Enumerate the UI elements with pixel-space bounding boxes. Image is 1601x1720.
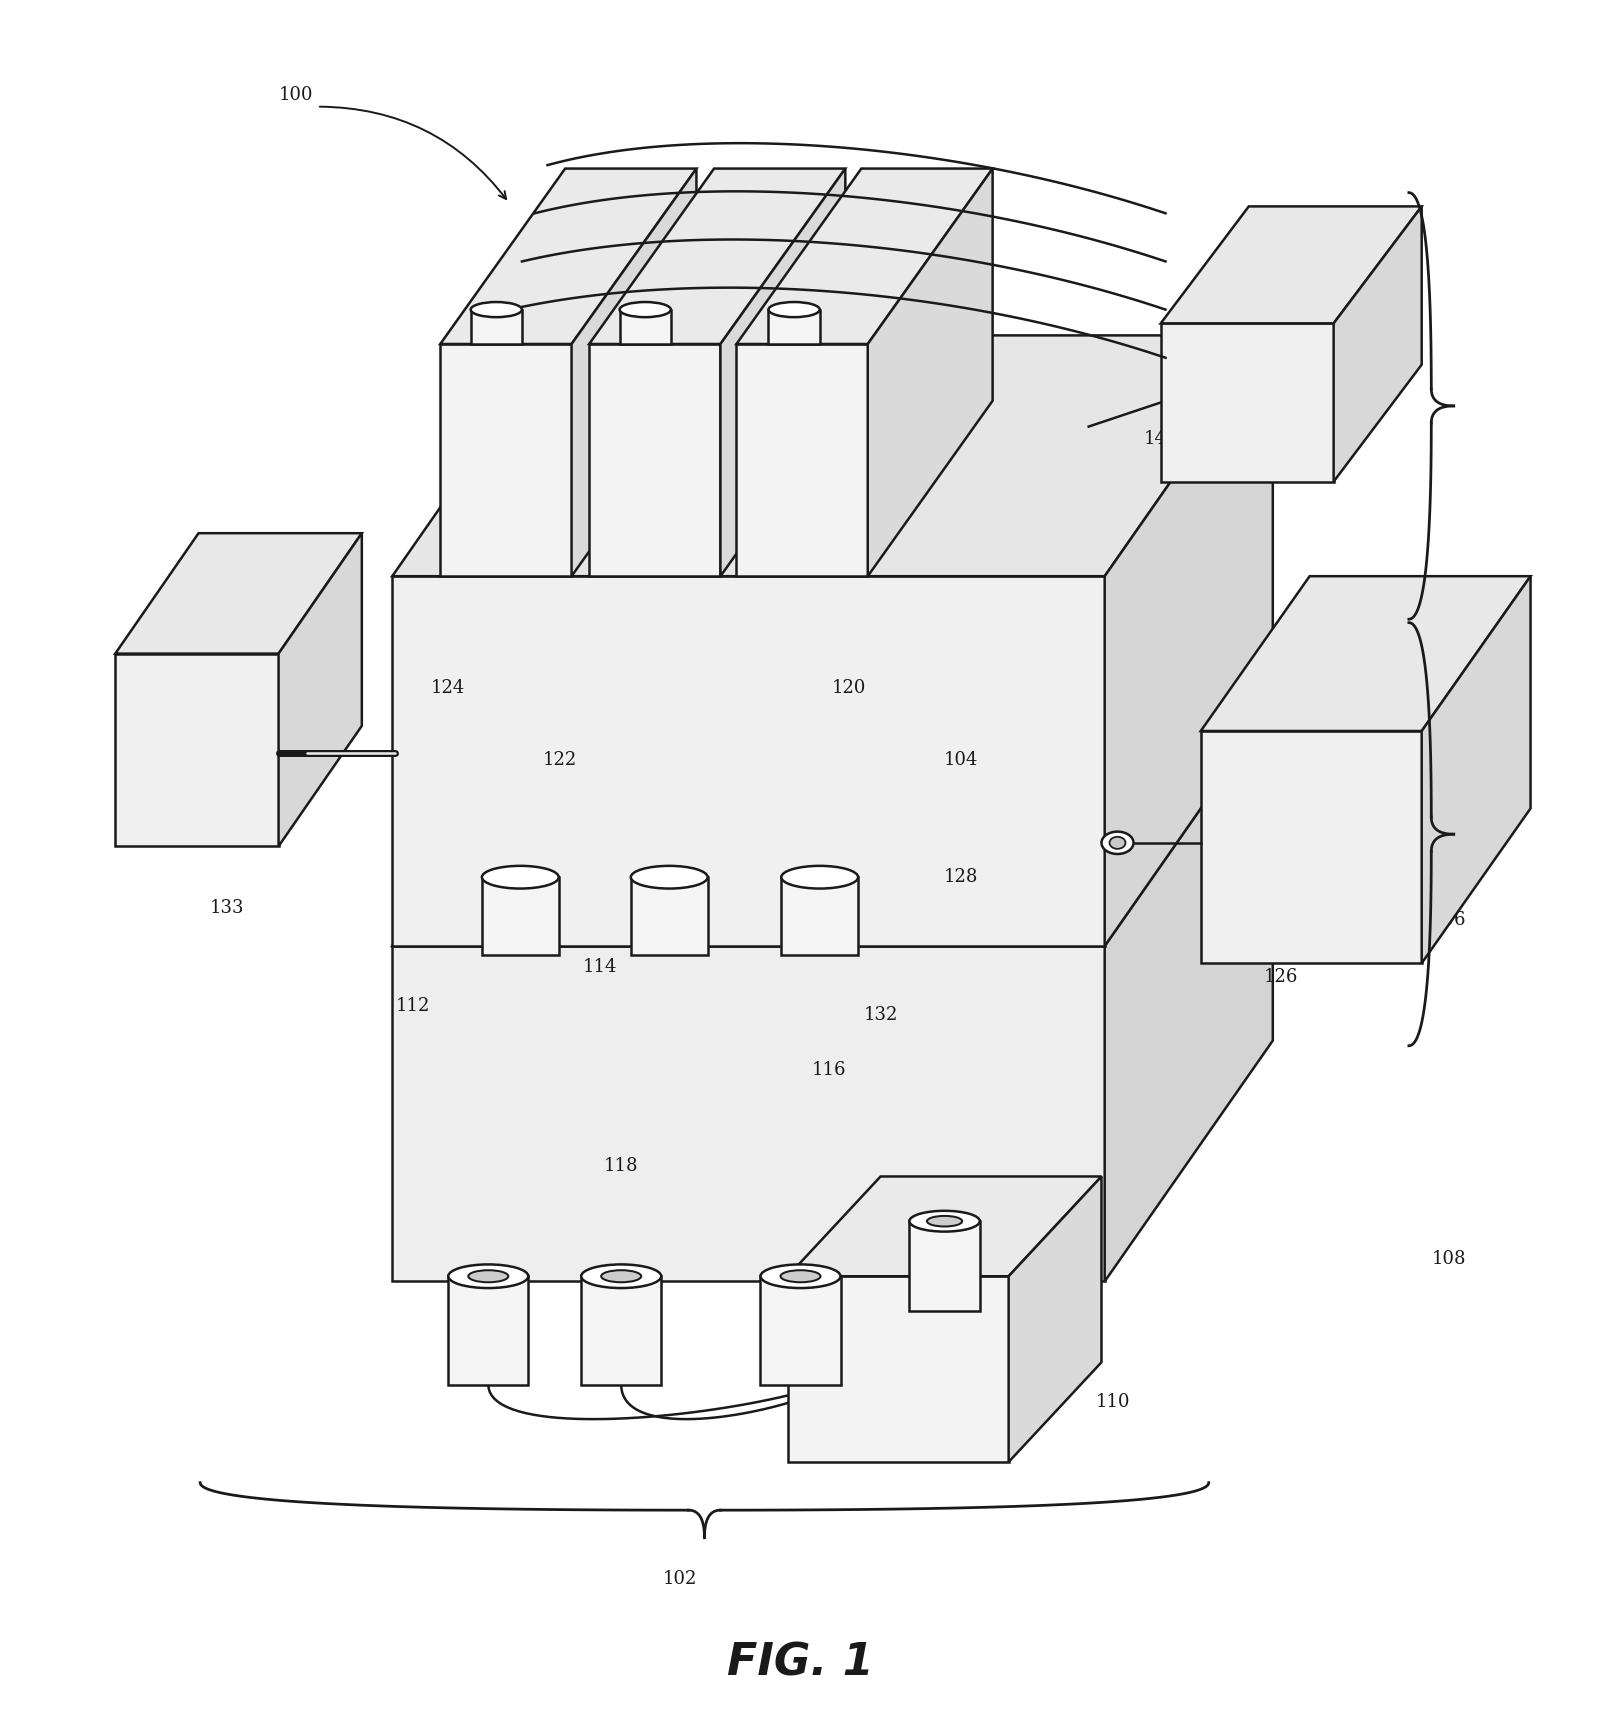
Text: 130: 130 xyxy=(114,803,149,820)
Polygon shape xyxy=(720,169,845,576)
Text: 124: 124 xyxy=(431,679,466,697)
Ellipse shape xyxy=(467,1269,509,1283)
Text: 110: 110 xyxy=(1095,1393,1130,1410)
Text: FIG. 1: FIG. 1 xyxy=(727,1641,874,1686)
Text: 134: 134 xyxy=(459,499,495,516)
Polygon shape xyxy=(440,169,696,344)
Text: 122: 122 xyxy=(543,752,578,769)
Polygon shape xyxy=(1161,206,1422,323)
Polygon shape xyxy=(589,344,720,576)
Text: 132: 132 xyxy=(863,1006,898,1023)
Text: 126: 126 xyxy=(1263,968,1298,986)
Polygon shape xyxy=(868,169,993,576)
Ellipse shape xyxy=(781,865,858,889)
Polygon shape xyxy=(909,1221,980,1311)
Text: 128: 128 xyxy=(943,869,978,886)
Ellipse shape xyxy=(780,1269,820,1283)
Ellipse shape xyxy=(1101,832,1134,853)
Ellipse shape xyxy=(760,1264,841,1288)
Polygon shape xyxy=(620,310,671,344)
Polygon shape xyxy=(1009,1176,1101,1462)
Polygon shape xyxy=(760,1276,841,1385)
Polygon shape xyxy=(736,169,993,344)
Ellipse shape xyxy=(1109,838,1126,848)
Text: 133: 133 xyxy=(210,900,245,917)
Polygon shape xyxy=(581,1276,661,1385)
Text: 106: 106 xyxy=(1431,912,1467,929)
Text: 118: 118 xyxy=(604,1158,639,1175)
Polygon shape xyxy=(471,310,522,344)
Ellipse shape xyxy=(471,303,522,316)
Ellipse shape xyxy=(482,865,559,889)
Ellipse shape xyxy=(600,1269,640,1283)
Polygon shape xyxy=(448,1276,528,1385)
Polygon shape xyxy=(482,877,559,955)
Text: 140: 140 xyxy=(1143,430,1178,447)
Polygon shape xyxy=(392,576,1105,946)
Polygon shape xyxy=(279,533,362,846)
Polygon shape xyxy=(736,344,868,576)
Polygon shape xyxy=(1422,576,1531,963)
Text: 102: 102 xyxy=(663,1570,698,1588)
Polygon shape xyxy=(1334,206,1422,482)
Polygon shape xyxy=(1105,335,1273,946)
Ellipse shape xyxy=(927,1216,962,1226)
Polygon shape xyxy=(1105,705,1273,1281)
Polygon shape xyxy=(631,877,708,955)
Text: 112: 112 xyxy=(395,998,431,1015)
Polygon shape xyxy=(115,654,279,846)
Text: 120: 120 xyxy=(831,679,866,697)
Polygon shape xyxy=(1201,731,1422,963)
Text: 138: 138 xyxy=(807,499,842,516)
Text: 136: 136 xyxy=(287,585,322,602)
Polygon shape xyxy=(392,335,1273,576)
Ellipse shape xyxy=(448,1264,528,1288)
Polygon shape xyxy=(115,533,362,654)
Polygon shape xyxy=(392,946,1105,1281)
Text: 108: 108 xyxy=(1431,1250,1467,1268)
Ellipse shape xyxy=(581,1264,661,1288)
Polygon shape xyxy=(1201,576,1531,731)
Polygon shape xyxy=(788,1276,1009,1462)
Text: 116: 116 xyxy=(812,1061,847,1078)
Text: 104: 104 xyxy=(943,752,978,769)
Polygon shape xyxy=(788,1176,1101,1276)
Polygon shape xyxy=(768,310,820,344)
Text: 114: 114 xyxy=(583,958,618,975)
Polygon shape xyxy=(392,705,1273,946)
Polygon shape xyxy=(440,344,572,576)
Text: 100: 100 xyxy=(279,86,314,103)
Ellipse shape xyxy=(768,303,820,316)
Ellipse shape xyxy=(909,1211,980,1232)
Polygon shape xyxy=(589,169,845,344)
Ellipse shape xyxy=(631,865,708,889)
Polygon shape xyxy=(781,877,858,955)
Polygon shape xyxy=(1161,323,1334,482)
Ellipse shape xyxy=(620,303,671,316)
Polygon shape xyxy=(572,169,696,576)
